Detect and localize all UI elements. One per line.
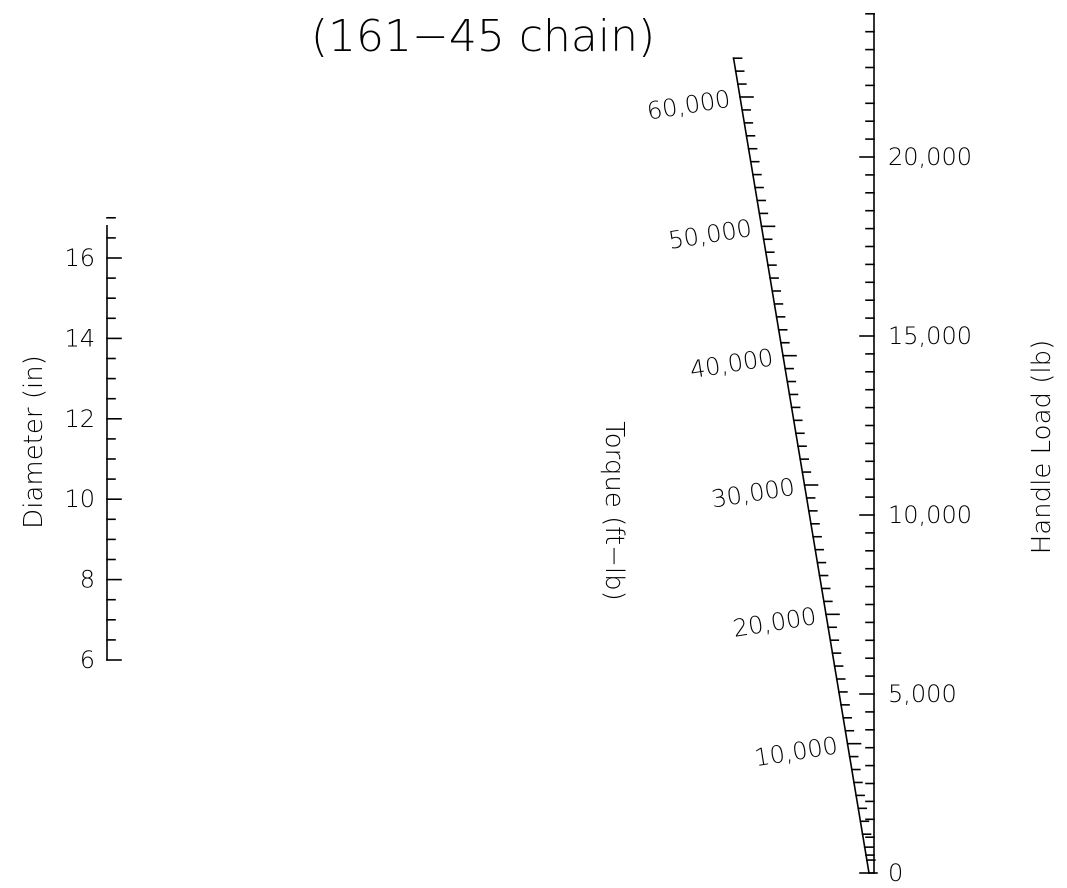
handle-load-tick-label: 20,000 [888, 143, 972, 171]
handle-load-axis-title: Handle Load (lb) [1027, 340, 1057, 555]
torque-tick-label: 50,000 [666, 214, 753, 255]
torque-tick-label: 20,000 [731, 602, 818, 643]
handle-load-tick-label: 0 [888, 859, 903, 887]
diameter-tick-label: 16 [64, 244, 95, 272]
chart-title: (161−45 chain) [311, 11, 655, 62]
torque-tick-label: 60,000 [645, 85, 732, 126]
diameter-axis-title: Diameter (in) [19, 355, 49, 529]
torque-scale: 10,000 20,000 30,000 40,000 50,000 60,000 [645, 57, 878, 874]
diameter-tick-label: 6 [80, 646, 95, 674]
torque-axis-line [732, 57, 870, 874]
diameter-tick-label: 10 [64, 485, 95, 513]
torque-tick-label: 30,000 [709, 473, 796, 514]
diameter-tick-label: 12 [64, 405, 95, 433]
handle-load-tick-label: 5,000 [888, 680, 957, 708]
diameter-scale: 6 8 10 12 14 16 [64, 217, 122, 674]
handle-load-scale: 0 5,000 10,000 15,000 20,000 [859, 13, 972, 887]
torque-tick-label: 40,000 [688, 343, 775, 384]
handle-load-tick-label: 15,000 [888, 322, 972, 350]
handle-load-tick-label: 10,000 [888, 501, 972, 529]
diameter-tick-label: 8 [80, 566, 95, 594]
torque-axis-title: Torque (ft−lb) [599, 421, 629, 601]
torque-tick-label: 10,000 [752, 731, 839, 772]
diameter-tick-label: 14 [64, 324, 95, 352]
